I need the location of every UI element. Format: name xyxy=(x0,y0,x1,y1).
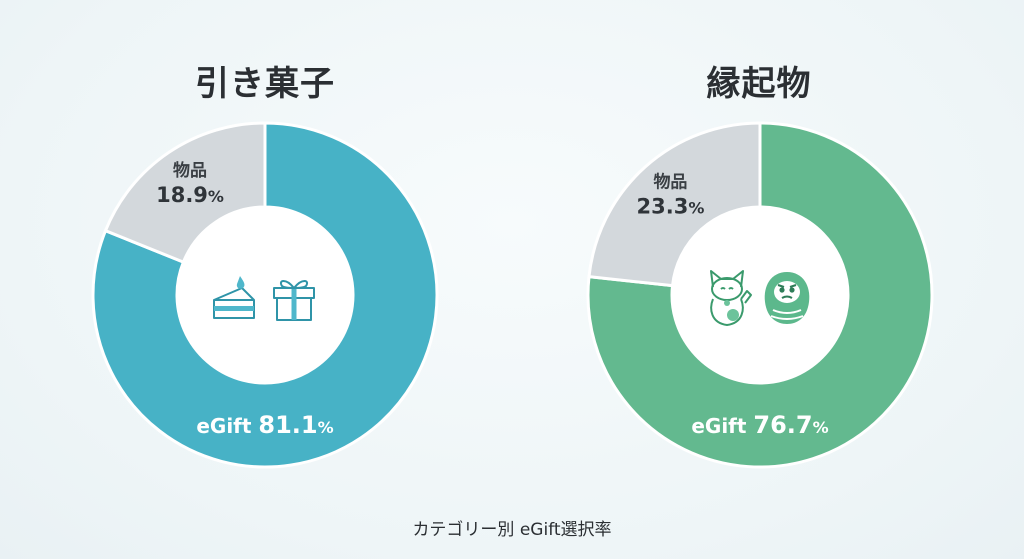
maneki-neko-icon xyxy=(710,270,752,326)
label-goods-category: 物品 xyxy=(653,171,687,192)
donut-center xyxy=(672,207,848,383)
chart-title-engimono: 縁起物 xyxy=(706,64,812,104)
label-goods-percent: 23.3% xyxy=(637,194,705,218)
daruma-icon xyxy=(764,272,810,324)
chart-title-hikigashi: 引き菓子 xyxy=(195,64,335,104)
gift-box-icon xyxy=(273,280,315,321)
center-icons xyxy=(710,270,810,326)
label-egift: eGift 76.7% xyxy=(691,411,828,439)
label-goods-category: 物品 xyxy=(173,160,207,181)
label-goods-percent: 18.9% xyxy=(156,183,224,207)
cake-icon xyxy=(213,276,255,319)
center-icons xyxy=(213,276,315,321)
donut-center xyxy=(177,207,353,383)
chart-caption: カテゴリー別 eGift選択率 xyxy=(412,520,612,540)
label-egift: eGift 81.1% xyxy=(196,411,333,439)
